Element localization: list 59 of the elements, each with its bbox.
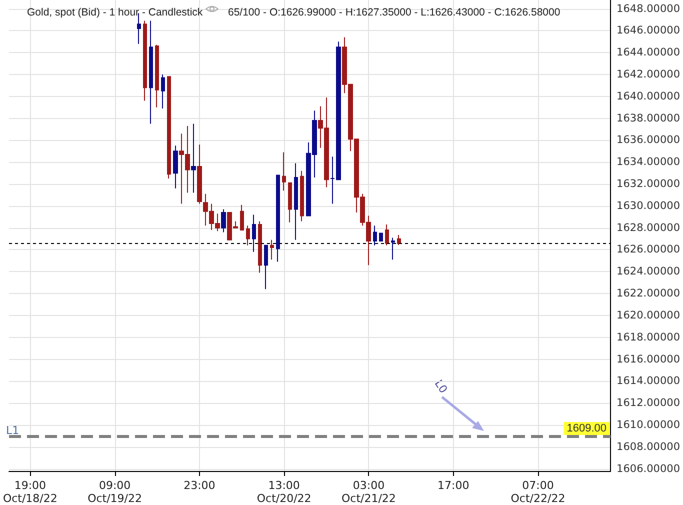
y-tick-label: 1606.00000 [616,462,680,475]
candlestick [391,237,395,260]
candlestick [270,239,274,260]
y-tick-label: 1634.00000 [616,156,680,168]
candlestick [246,225,250,246]
y-tick-label: 1648.00000 [616,2,680,15]
candlestick [294,162,298,240]
candlestick [149,20,153,124]
candlestick [137,12,141,44]
y-tick-label: 1642.00000 [616,68,680,80]
x-tick-label: 23:00 [184,479,216,492]
candlestick [385,224,389,246]
candlestick [161,74,165,109]
y-tick-label: 1618.00000 [616,331,680,344]
candlestick [282,152,286,192]
candlestick [397,234,401,246]
candlestick [264,244,268,290]
x-tick-label: 09:00 Oct/19/22 [88,479,142,505]
y-tick-label: 1608.00000 [616,440,680,453]
x-tick-label: 03:00 Oct/21/22 [341,479,396,505]
candlestick [155,44,159,108]
text: 65/100 - O:1626.99000 - H:1627.35000 - L:1626.43000 - C:1626.58000 [228,6,560,18]
text: Gold, spot (Bid) - 1 hour - Candlestick [27,6,204,18]
y-tick-label: 1626.00000 [616,244,680,256]
candlestick [197,144,202,204]
candlestick [240,204,244,231]
candlestick [300,170,304,222]
y-tick-label: 1620.00000 [616,309,680,322]
y-tick-label: 1640.00000 [616,90,680,102]
candlestick [252,214,256,252]
y-tick-label: 1636.00000 [616,134,680,146]
y-tick-label: 1630.00000 [616,200,680,212]
y-tick-label: 1644.00000 [616,46,680,59]
candlestick [191,123,196,194]
candlestick [221,208,226,233]
candlestick [258,220,262,274]
y-tick-label: 1616.00000 [616,353,680,366]
candlestick [276,174,280,262]
ref-line-label: 1609.00 [566,422,607,434]
y-tick-label: 1624.00000 [616,266,680,278]
y-tick-label: 1610.00000 [616,418,680,431]
x-tick-label: 13:00 Oct/20/22 [256,479,312,505]
x-tick-label: 19:00 Oct/18/22 [2,479,58,505]
y-tick-label: 1646.00000 [616,24,680,37]
candlestick [373,225,377,246]
y-tick-label: 1614.00000 [616,375,680,388]
y-tick-label: 1638.00000 [616,112,680,124]
candlestick [379,232,383,242]
candlestick [173,145,178,189]
annotation: L1 [6,424,20,437]
y-tick-label: 1622.00000 [616,288,680,300]
y-tick-label: 1612.00000 [616,397,680,410]
candlestick [288,182,292,223]
y-tick-label: 1628.00000 [616,222,680,234]
candlestick [167,76,171,180]
x-tick-label: 07:00 Oct/22/22 [510,479,566,505]
y-tick-label: 1632.00000 [616,178,680,190]
candlestick [143,20,147,102]
x-tick-label: 17:00 [438,479,470,492]
